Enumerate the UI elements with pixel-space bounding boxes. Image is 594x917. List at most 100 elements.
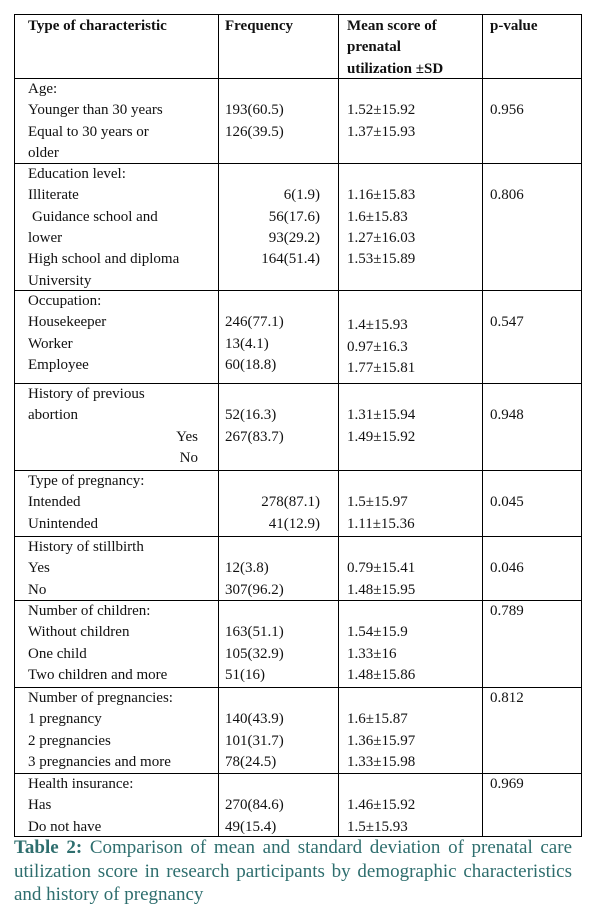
mean-score: 1.36±15.97 <box>347 732 416 749</box>
p-value: 0.948 <box>490 407 524 424</box>
frequency: 78(24.5) <box>225 753 277 770</box>
characteristic-line: Health insurance: <box>28 776 134 792</box>
mean-score: 1.6±15.83 <box>347 208 408 225</box>
mean-score: 0.97±16.3 <box>347 338 408 355</box>
row-rule <box>14 163 582 164</box>
characteristic-line: One child <box>28 645 87 662</box>
characteristic-line: 1 pregnancy <box>28 711 102 728</box>
frequency: 105(32.9) <box>225 645 284 662</box>
column-rule <box>482 14 483 836</box>
frequency: 267(83.7) <box>225 428 284 445</box>
characteristic-line: older <box>28 144 59 161</box>
characteristic-line: 2 pregnancies <box>28 732 111 749</box>
row-rule <box>14 600 582 601</box>
characteristic-line: Younger than 30 years <box>28 102 163 119</box>
characteristic-line: Has <box>28 797 52 814</box>
p-value: 0.045 <box>490 494 524 511</box>
characteristic-line: History of stillbirth <box>28 539 144 555</box>
p-value: 0.812 <box>490 690 524 706</box>
row-rule <box>14 383 582 384</box>
characteristic-line: Unintended <box>28 515 98 532</box>
mean-score: 1.48±15.95 <box>347 581 416 598</box>
header-cell: Mean score of <box>347 18 437 34</box>
p-value: 0.789 <box>490 603 524 619</box>
characteristic-line: Occupation: <box>28 293 102 309</box>
mean-score: 1.37±15.93 <box>347 123 416 140</box>
header-cell: p-value <box>490 18 538 34</box>
frequency: 51(16) <box>225 666 265 683</box>
frequency: 164(51.4) <box>261 251 320 268</box>
mean-score: 1.5±15.97 <box>347 494 408 511</box>
mean-score: 1.5±15.93 <box>347 818 408 835</box>
characteristic-line: University <box>28 272 92 289</box>
characteristic-line: Number of pregnancies: <box>28 690 173 706</box>
mean-score: 1.33±15.98 <box>347 753 416 770</box>
header-cell: Frequency <box>225 18 294 34</box>
mean-score: 1.27±16.03 <box>347 229 416 246</box>
row-rule <box>14 470 582 471</box>
characteristic-line: Guidance school and <box>32 208 158 225</box>
characteristic-line: No <box>28 581 47 598</box>
frequency: 41(12.9) <box>268 515 320 532</box>
mean-score: 1.46±15.92 <box>347 797 416 814</box>
frequency: 140(43.9) <box>225 711 284 728</box>
frequency: 13(4.1) <box>225 335 269 352</box>
frequency: 12(3.8) <box>225 560 269 577</box>
frequency: 93(29.2) <box>268 229 320 246</box>
mean-score: 1.52±15.92 <box>347 102 416 119</box>
characteristic-line: Employee <box>28 356 89 373</box>
caption-label: Table 2: <box>14 837 83 858</box>
characteristic-line: Housekeeper <box>28 314 107 331</box>
characteristic-line: Yes <box>176 428 198 445</box>
row-rule <box>14 14 582 15</box>
column-rule <box>14 14 15 836</box>
p-value: 0.547 <box>490 314 524 331</box>
frequency: 270(84.6) <box>225 797 284 814</box>
mean-score: 1.33±16 <box>347 645 397 662</box>
p-value: 0.969 <box>490 776 524 792</box>
mean-score: 1.53±15.89 <box>347 251 416 268</box>
row-rule <box>14 687 582 688</box>
characteristic-line: Two children and more <box>28 666 168 683</box>
frequency: 163(51.1) <box>225 624 284 641</box>
row-rule <box>14 836 582 837</box>
characteristic-line: lower <box>28 229 63 246</box>
characteristic-line: Yes <box>28 560 50 577</box>
p-value: 0.046 <box>490 560 524 577</box>
frequency: 246(77.1) <box>225 314 284 331</box>
mean-score: 1.49±15.92 <box>347 428 416 445</box>
characteristic-line: Intended <box>28 494 81 511</box>
row-rule <box>14 78 582 79</box>
frequency: 278(87.1) <box>261 494 320 511</box>
frequency: 52(16.3) <box>225 407 277 424</box>
row-rule <box>14 773 582 774</box>
header-cell: prenatal <box>347 39 401 56</box>
caption: Table 2: Comparison of mean and standard… <box>14 836 572 907</box>
characteristic-line: Without children <box>28 624 130 641</box>
characteristic-line: No <box>179 449 198 466</box>
p-value: 0.806 <box>490 187 524 204</box>
characteristic-line: Age: <box>28 81 58 97</box>
characteristic-line: abortion <box>28 407 78 424</box>
mean-score: 1.16±15.83 <box>347 187 416 204</box>
characteristic-line: Illiterate <box>28 187 79 204</box>
frequency: 60(18.8) <box>225 356 277 373</box>
header-cell: Type of characteristic <box>28 18 167 34</box>
characteristic-line: History of previous <box>28 386 145 402</box>
characteristic-line: Equal to 30 years or <box>28 123 149 140</box>
mean-score: 1.31±15.94 <box>347 407 416 424</box>
characteristic-line: 3 pregnancies and more <box>28 753 171 770</box>
characteristic-line: Education level: <box>28 166 126 182</box>
caption-text: Comparison of mean and standard deviatio… <box>14 837 573 905</box>
characteristic-line: Do not have <box>28 818 102 835</box>
mean-score: 0.79±15.41 <box>347 560 416 577</box>
frequency: 101(31.7) <box>225 732 284 749</box>
frequency: 56(17.6) <box>268 208 320 225</box>
column-rule <box>338 14 339 836</box>
mean-score: 1.48±15.86 <box>347 666 416 683</box>
characteristic-line: Type of pregnancy: <box>28 473 145 489</box>
frequency: 6(1.9) <box>283 187 320 204</box>
mean-score: 1.54±15.9 <box>347 624 408 641</box>
frequency: 193(60.5) <box>225 102 284 119</box>
